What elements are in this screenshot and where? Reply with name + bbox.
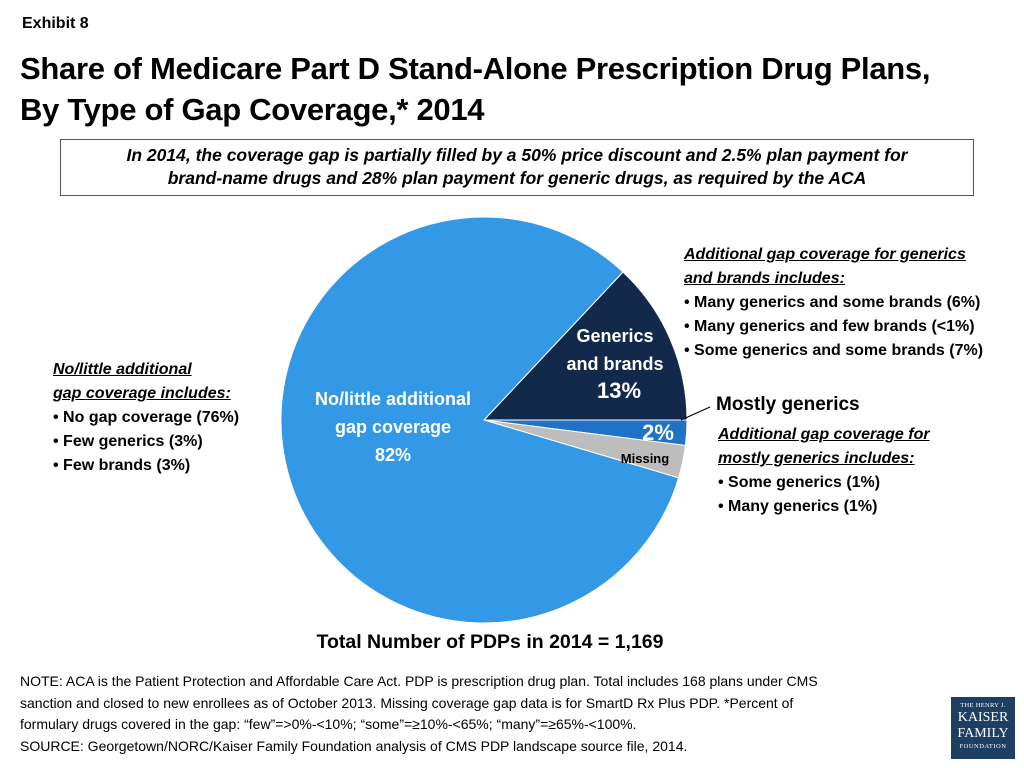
slice-value-generics-and-brands: 13% [597, 378, 641, 403]
mostly-notes-header-2: mostly generics includes: [718, 450, 915, 467]
logo-line-4: FOUNDATION [959, 743, 1007, 750]
total-pdps-label: Total Number of PDPs in 2014 = 1,169 [316, 631, 664, 653]
mostly-generics-notes: Additional gap coverage for mostly gener… [718, 423, 930, 519]
slice-label-missing: Missing [621, 451, 669, 466]
chart-title: Share of Medicare Part D Stand-Alone Pre… [20, 48, 1000, 130]
left-notes: No/little additional gap coverage includ… [53, 358, 239, 478]
right-notes-header-2: and brands includes: [684, 270, 845, 287]
footnote: NOTE: ACA is the Patient Protection and … [20, 671, 930, 757]
pie-slice-generics-and-brands [482, 271, 688, 421]
pie-slice-no-little-coverage [280, 216, 680, 624]
footnote-line: sanction and closed to new enrollees as … [20, 694, 794, 711]
right-notes-header-1: Additional gap coverage for generics [684, 246, 966, 263]
title-line-1: Share of Medicare Part D Stand-Alone Pre… [20, 51, 931, 86]
footnote-line: NOTE: ACA is the Patient Protection and … [20, 673, 818, 689]
left-notes-header-2: gap coverage includes: [53, 385, 231, 402]
left-notes-item: • Few brands (3%) [53, 457, 191, 474]
exhibit-label: Exhibit 8 [22, 15, 89, 32]
logo-line-3: FAMILY [957, 726, 1009, 741]
left-notes-item: • No gap coverage (76%) [53, 409, 240, 426]
logo-line-2: KAISER [957, 710, 1009, 725]
slice-label-generics-line1: Generics [576, 326, 653, 346]
left-notes-header-1: No/little additional [53, 361, 192, 378]
mostly-notes-header-1: Additional gap coverage for [718, 426, 930, 443]
kff-logo: THE HENRY J. KAISER FAMILY FOUNDATION [951, 697, 1015, 759]
footnote-line: formulary drugs covered in the gap: “few… [20, 716, 637, 732]
slice-value-nolittle: 82% [375, 445, 411, 465]
mostly-generics-leader-line [680, 406, 711, 421]
slice-label-nolittle-line1: No/little additional [315, 389, 471, 409]
mostly-notes-item: • Many generics (1%) [718, 498, 878, 515]
right-notes-item: • Many generics and few brands (<1%) [684, 318, 975, 335]
aca-callout-box: In 2014, the coverage gap is partially f… [60, 139, 974, 196]
mostly-notes-item: • Some generics (1%) [718, 474, 881, 491]
slice-label-generics-line2: and brands [566, 354, 663, 374]
right-notes-item: • Many generics and some brands (6%) [684, 294, 981, 311]
slice-label-nolittle-line2: gap coverage [335, 417, 451, 437]
logo-line-1: THE HENRY J. [960, 702, 1006, 709]
right-notes: Additional gap coverage for generics and… [684, 243, 983, 363]
footnote-line: SOURCE: Georgetown/NORC/Kaiser Family Fo… [20, 737, 688, 754]
right-notes-item: • Some generics and some brands (7%) [684, 342, 984, 359]
left-notes-item: • Few generics (3%) [53, 433, 203, 450]
title-line-2: By Type of Gap Coverage,* 2014 [20, 92, 485, 127]
callout-line-1: In 2014, the coverage gap is partially f… [126, 145, 908, 165]
slice-value-mostly-generics: 2% [642, 420, 674, 445]
mostly-generics-title: Mostly generics [716, 394, 860, 415]
callout-line-2: brand-name drugs and 28% plan payment fo… [167, 168, 867, 188]
